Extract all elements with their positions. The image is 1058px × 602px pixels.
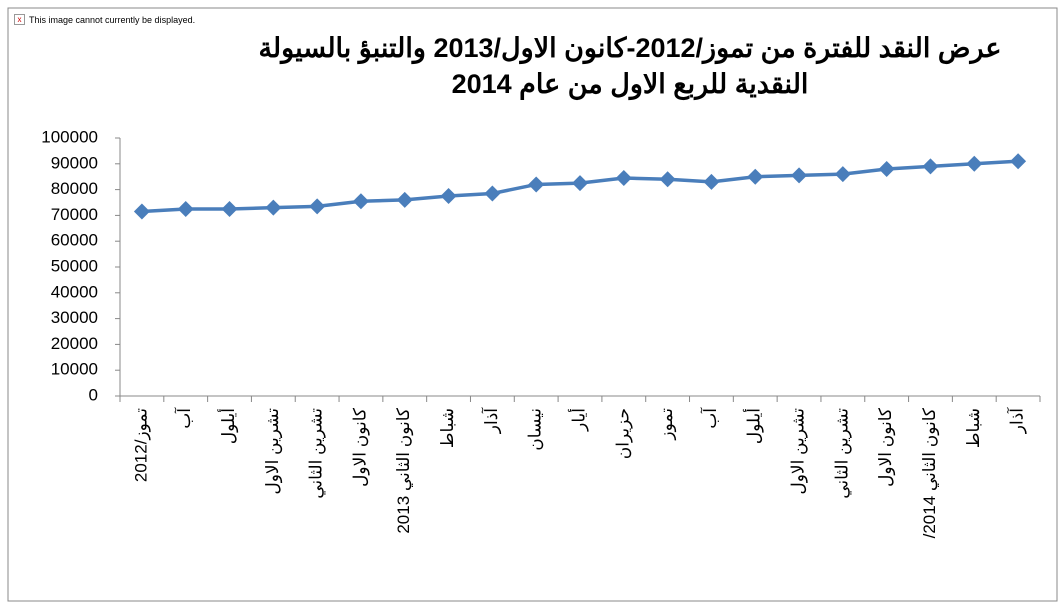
y-tick-label: 60000 — [51, 231, 98, 250]
y-tick-label: 10000 — [51, 360, 98, 379]
x-tick-label: تموز — [657, 408, 677, 441]
x-tick-label: آذار — [1006, 407, 1028, 435]
marker — [922, 158, 939, 175]
broken-icon: x — [14, 14, 25, 25]
x-tick-label: شباط — [964, 408, 983, 448]
marker — [528, 176, 545, 193]
marker — [177, 200, 194, 217]
x-tick-label: تشرين الثاني — [307, 408, 327, 499]
x-tick-label: أيار — [567, 408, 589, 432]
marker — [352, 193, 369, 210]
y-tick-label: 0 — [89, 385, 98, 404]
y-tick-label: 80000 — [51, 179, 98, 198]
marker — [396, 191, 413, 208]
x-tick-label: أيلول — [217, 408, 239, 444]
y-tick-label: 70000 — [51, 205, 98, 224]
marker — [265, 199, 282, 216]
marker — [133, 203, 150, 220]
x-tick-label: أيلول — [743, 408, 765, 444]
x-tick-label: كانون الثاني 2014/ — [920, 407, 940, 538]
y-tick-label: 30000 — [51, 308, 98, 327]
x-tick-label: آب — [173, 407, 194, 429]
x-tick-label: كانون الاول — [876, 407, 896, 487]
frame — [7, 7, 1058, 602]
chart-title: عرض النقد للفترة من تموز/2012-كانون الاو… — [258, 33, 1002, 99]
marker — [1010, 153, 1027, 170]
marker — [221, 200, 238, 217]
y-tick-label: 90000 — [51, 153, 98, 172]
marker — [791, 167, 808, 184]
broken-image: x This image cannot currently be displaye… — [14, 14, 195, 25]
x-tick-label: تموز/2012 — [131, 408, 151, 482]
marker — [834, 166, 851, 183]
y-tick-label: 20000 — [51, 334, 98, 353]
y-tick-label: 50000 — [51, 256, 98, 275]
broken-image-text: This image cannot currently be displayed… — [29, 14, 196, 25]
x-tick-label: آب — [699, 407, 720, 429]
marker — [966, 155, 983, 172]
x-tick-label: تشرين الاول — [789, 408, 809, 495]
y-tick-label: 40000 — [51, 282, 98, 301]
x-tick-label: كانون الثاني 2013 — [394, 407, 414, 534]
y-tick-label: 100000 — [41, 127, 98, 146]
marker — [484, 185, 501, 202]
marker — [309, 198, 326, 215]
marker — [703, 173, 720, 190]
x-tick-label: كانون الاول — [350, 407, 370, 487]
x-tick-label: آذار — [480, 407, 502, 435]
x-tick-label: حزيران — [613, 408, 633, 459]
marker — [747, 168, 764, 185]
marker — [878, 160, 895, 177]
x-tick-label: شباط — [438, 408, 457, 448]
marker — [572, 175, 588, 192]
marker — [615, 169, 632, 186]
x-tick-label: نيسان — [526, 408, 545, 451]
marker — [440, 188, 457, 205]
marker — [659, 171, 676, 188]
x-tick-label: تشرين الثاني — [832, 408, 852, 499]
x-tick-label: تشرين الاول — [263, 408, 283, 495]
